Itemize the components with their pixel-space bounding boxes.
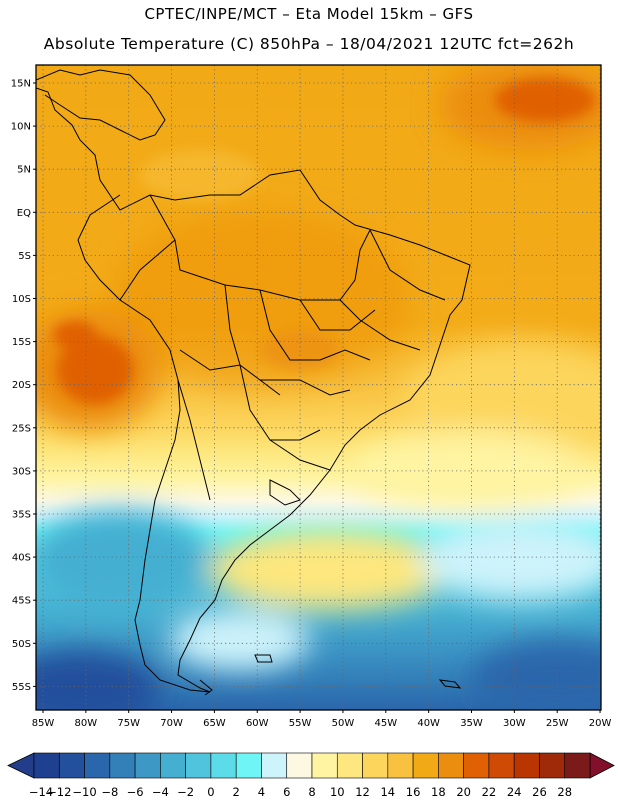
colorbar-swatch bbox=[134, 752, 161, 779]
temperature-field bbox=[36, 65, 601, 710]
latitude-label: 35S bbox=[12, 510, 31, 521]
colorbar-swatch bbox=[185, 752, 212, 779]
colorbar-label: 10 bbox=[330, 785, 345, 799]
latitude-label: EQ bbox=[17, 208, 31, 219]
latitude-label: 25S bbox=[12, 423, 31, 434]
colorbar-swatch bbox=[463, 752, 490, 779]
colorbar-swatch bbox=[362, 752, 389, 779]
colorbar-swatch bbox=[210, 752, 237, 779]
longitude-label: 85W bbox=[32, 718, 55, 729]
latitude-label: 40S bbox=[12, 553, 31, 564]
colorbar-label: −8 bbox=[101, 785, 118, 799]
colorbar-swatch bbox=[33, 752, 60, 779]
latitude-label: 20S bbox=[12, 380, 31, 391]
colorbar-swatch bbox=[235, 752, 262, 779]
longitude-label: 75W bbox=[117, 718, 140, 729]
latitude-labels: 15N 10N 5N EQ 5S 10S 15S 20S 25S 30S 35S 40S 45S 50S 5… bbox=[11, 79, 36, 693]
longitude-label: 25W bbox=[546, 718, 569, 729]
colorbar-swatch bbox=[336, 752, 363, 779]
colorbar-label: −14 bbox=[29, 785, 53, 799]
colorbar-label: 6 bbox=[283, 785, 290, 799]
latitude-label: 5N bbox=[17, 165, 31, 176]
colorbar-swatch bbox=[412, 752, 439, 779]
latitude-label: 45S bbox=[12, 596, 31, 607]
colorbar-label: 16 bbox=[406, 785, 421, 799]
latitude-label: 55S bbox=[12, 682, 31, 693]
longitude-label: 20W bbox=[589, 718, 612, 729]
colorbar-label: 14 bbox=[380, 785, 395, 799]
longitude-label: 30W bbox=[503, 718, 526, 729]
coastlines-and-borders bbox=[36, 69, 471, 696]
longitude-label: 40W bbox=[417, 718, 440, 729]
colorbar-label: −4 bbox=[152, 785, 169, 799]
colorbar-label: 0 bbox=[207, 785, 214, 799]
colorbar-label: 18 bbox=[431, 785, 446, 799]
colorbar-under-arrow bbox=[7, 752, 35, 779]
longitude-label: 70W bbox=[160, 718, 183, 729]
colorbar: −14−12 −10 −8 −6 −4 −2 0 2 4 6 8 10 12 14 16 18 20 22 24 26… bbox=[7, 752, 615, 799]
colorbar-swatch bbox=[58, 752, 85, 779]
longitude-label: 60W bbox=[246, 718, 269, 729]
colorbar-swatch bbox=[286, 752, 313, 779]
latitude-label: 15S bbox=[12, 337, 31, 348]
latitude-label: 10S bbox=[12, 294, 31, 305]
colorbar-swatch bbox=[109, 752, 136, 779]
colorbar-label: 20 bbox=[456, 785, 471, 799]
longitude-label: 55W bbox=[289, 718, 312, 729]
colorbar-swatch bbox=[564, 752, 591, 779]
colorbar-label: 28 bbox=[557, 785, 572, 799]
colorbar-label: 26 bbox=[532, 785, 547, 799]
colorbar-label: 8 bbox=[308, 785, 315, 799]
colorbar-label: −2 bbox=[177, 785, 194, 799]
longitude-labels: 85W 80W 75W 70W 65W 60W 55W 50W 45W 40W 35W 30W 25W 2… bbox=[32, 710, 612, 729]
longitude-label: 80W bbox=[75, 718, 98, 729]
colorbar-swatch bbox=[513, 752, 540, 779]
colorbar-swatch bbox=[488, 752, 515, 779]
colorbar-label: 2 bbox=[233, 785, 240, 799]
colorbar-swatch bbox=[539, 752, 566, 779]
colorbar-label: 24 bbox=[507, 785, 522, 799]
colorbar-label: −12 bbox=[47, 785, 71, 799]
colorbar-swatch bbox=[311, 752, 338, 779]
latitude-label: 50S bbox=[12, 639, 31, 650]
latitude-label: 15N bbox=[11, 79, 31, 90]
colorbar-swatch bbox=[261, 752, 288, 779]
latitude-label: 10N bbox=[11, 122, 31, 133]
longitude-label: 45W bbox=[374, 718, 397, 729]
colorbar-label: 22 bbox=[482, 785, 497, 799]
latitude-label: 5S bbox=[18, 251, 31, 262]
longitude-label: 65W bbox=[203, 718, 226, 729]
colorbar-swatch bbox=[84, 752, 111, 779]
colorbar-label: 12 bbox=[355, 785, 370, 799]
latitude-label: 30S bbox=[12, 466, 31, 477]
title-line-2: Absolute Temperature (C) 850hPa – 18/04/… bbox=[43, 35, 575, 53]
colorbar-over-arrow bbox=[589, 752, 615, 779]
colorbar-swatch bbox=[387, 752, 414, 779]
colorbar-label: −6 bbox=[127, 785, 144, 799]
colorbar-swatch bbox=[438, 752, 464, 779]
graticule bbox=[36, 65, 601, 710]
colorbar-label: −10 bbox=[72, 785, 96, 799]
colorbar-label: 4 bbox=[258, 785, 265, 799]
longitude-label: 35W bbox=[460, 718, 483, 729]
title-line-1: CPTEC/INPE/MCT – Eta Model 15km – GFS bbox=[144, 5, 474, 23]
longitude-label: 50W bbox=[332, 718, 355, 729]
map-frame bbox=[35, 64, 602, 711]
colorbar-swatch bbox=[160, 752, 186, 779]
